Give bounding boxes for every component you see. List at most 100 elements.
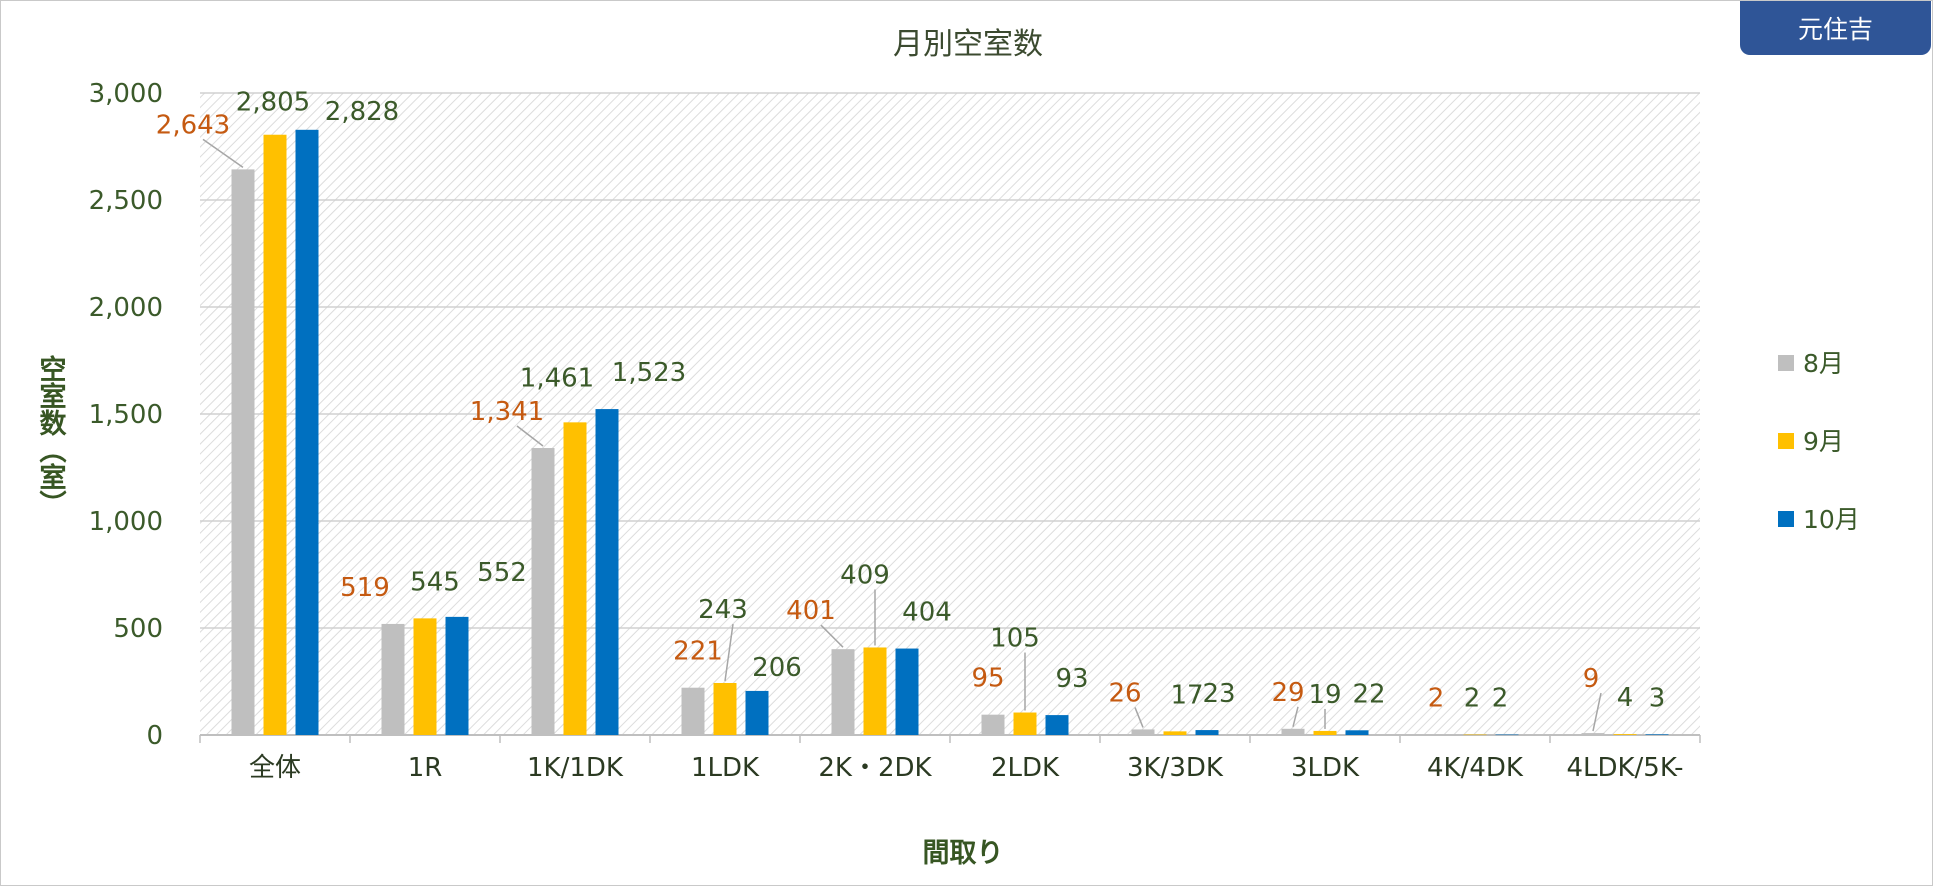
leader-line xyxy=(202,138,244,169)
bar xyxy=(745,690,769,735)
data-label: 2 xyxy=(1428,684,1445,714)
x-category-label: 3LDK xyxy=(1291,753,1360,783)
data-label: 2,643 xyxy=(156,110,230,140)
legend-swatch xyxy=(1778,355,1794,371)
data-label: 221 xyxy=(673,637,723,667)
data-label: 93 xyxy=(1055,664,1088,694)
x-category-label: 1R xyxy=(408,753,443,783)
bar xyxy=(1581,733,1605,735)
bar xyxy=(1281,728,1305,735)
data-label: 23 xyxy=(1202,679,1235,709)
data-label: 9 xyxy=(1583,664,1600,694)
bar xyxy=(981,714,1005,735)
x-category-label: 1LDK xyxy=(691,753,760,783)
y-tick-label: 1,000 xyxy=(89,507,163,537)
x-category-label: 4LDK/5K- xyxy=(1566,753,1683,783)
x-category-label: 2LDK xyxy=(991,753,1060,783)
data-label: 552 xyxy=(477,558,527,588)
y-tick-label: 0 xyxy=(146,721,163,751)
data-label: 1,341 xyxy=(470,397,544,427)
bar xyxy=(863,647,887,735)
data-label: 26 xyxy=(1108,678,1141,708)
x-axis-categories: 全体 1R 1K/1DK 1LDK 2K・2DK 2LDK 3K/3DK 3LDK 4K/4DK… xyxy=(249,753,1684,783)
bar xyxy=(681,687,705,735)
data-label: 243 xyxy=(698,595,748,625)
y-tick-label: 2,500 xyxy=(89,186,163,216)
data-label: 17 xyxy=(1170,680,1203,710)
data-label: 1,461 xyxy=(520,363,594,393)
y-tick-label: 500 xyxy=(113,614,163,644)
chart-title: 月別空室数 xyxy=(893,27,1043,62)
y-tick-label: 2,000 xyxy=(89,293,163,323)
bar xyxy=(1463,734,1487,736)
leader-line xyxy=(724,623,734,682)
data-label: 519 xyxy=(340,573,390,603)
data-label: 2,828 xyxy=(325,97,399,127)
data-label: 404 xyxy=(902,598,952,628)
x-category-label: 4K/4DK xyxy=(1427,753,1524,783)
legend-label: 8月 xyxy=(1803,349,1844,378)
data-label: 401 xyxy=(786,596,836,626)
bars xyxy=(231,129,1669,736)
legend-label: 10月 xyxy=(1803,505,1860,534)
leader-line xyxy=(1134,707,1144,728)
x-category-label: 全体 xyxy=(249,753,301,783)
bar xyxy=(1195,730,1219,735)
bar xyxy=(1431,734,1455,736)
x-category-label: 3K/3DK xyxy=(1127,753,1224,783)
legend-swatch xyxy=(1778,433,1794,449)
data-label: 409 xyxy=(840,560,890,590)
bar xyxy=(895,648,919,735)
data-label: 545 xyxy=(410,567,460,597)
bar xyxy=(713,682,737,735)
bar xyxy=(295,129,319,736)
data-label: 19 xyxy=(1308,680,1341,710)
bar xyxy=(413,618,437,735)
data-label: 29 xyxy=(1271,678,1304,708)
bar xyxy=(595,409,619,735)
legend: 8月 9月 10月 xyxy=(1778,349,1860,534)
data-label: 1,523 xyxy=(612,358,686,388)
leader-line xyxy=(820,624,844,648)
data-label: 2 xyxy=(1492,684,1509,714)
data-label: 95 xyxy=(971,664,1004,694)
y-tick-label: 1,500 xyxy=(89,400,163,430)
data-label: 3 xyxy=(1649,683,1666,713)
y-axis-label: 空室数（室） xyxy=(35,354,67,517)
y-tick-label: 3,000 xyxy=(89,79,163,109)
data-label: 22 xyxy=(1352,679,1385,709)
x-category-label: 1K/1DK xyxy=(527,753,624,783)
bar xyxy=(263,134,287,736)
bar xyxy=(531,448,555,735)
data-label: 2 xyxy=(1464,684,1481,714)
data-label: 105 xyxy=(990,624,1040,654)
bar xyxy=(1013,712,1037,735)
bar xyxy=(445,616,469,735)
legend-label: 9月 xyxy=(1803,427,1844,456)
leader-line xyxy=(1592,692,1602,732)
legend-swatch xyxy=(1778,511,1794,527)
location-badge[interactable]: 元住吉 xyxy=(1740,1,1931,55)
leader-line xyxy=(1292,706,1299,727)
bar xyxy=(1045,715,1069,735)
bar xyxy=(1131,729,1155,735)
data-label: 4 xyxy=(1617,683,1634,713)
bar xyxy=(1495,734,1519,736)
leader-line xyxy=(516,425,544,447)
y-axis-ticks: 0 500 1,000 1,500 2,000 2,500 3,000 xyxy=(89,79,163,751)
bar xyxy=(1613,734,1637,735)
bar xyxy=(1313,730,1337,735)
x-axis-label: 間取り xyxy=(923,838,1004,869)
bar xyxy=(1163,731,1187,735)
bar xyxy=(1345,730,1369,735)
data-label: 2,805 xyxy=(236,88,310,118)
gridlines xyxy=(199,92,1701,743)
bar xyxy=(563,422,587,735)
leader-lines xyxy=(202,138,1602,732)
bar xyxy=(1645,734,1669,735)
bar xyxy=(381,623,405,735)
bar xyxy=(831,649,855,735)
data-label: 206 xyxy=(752,653,802,683)
